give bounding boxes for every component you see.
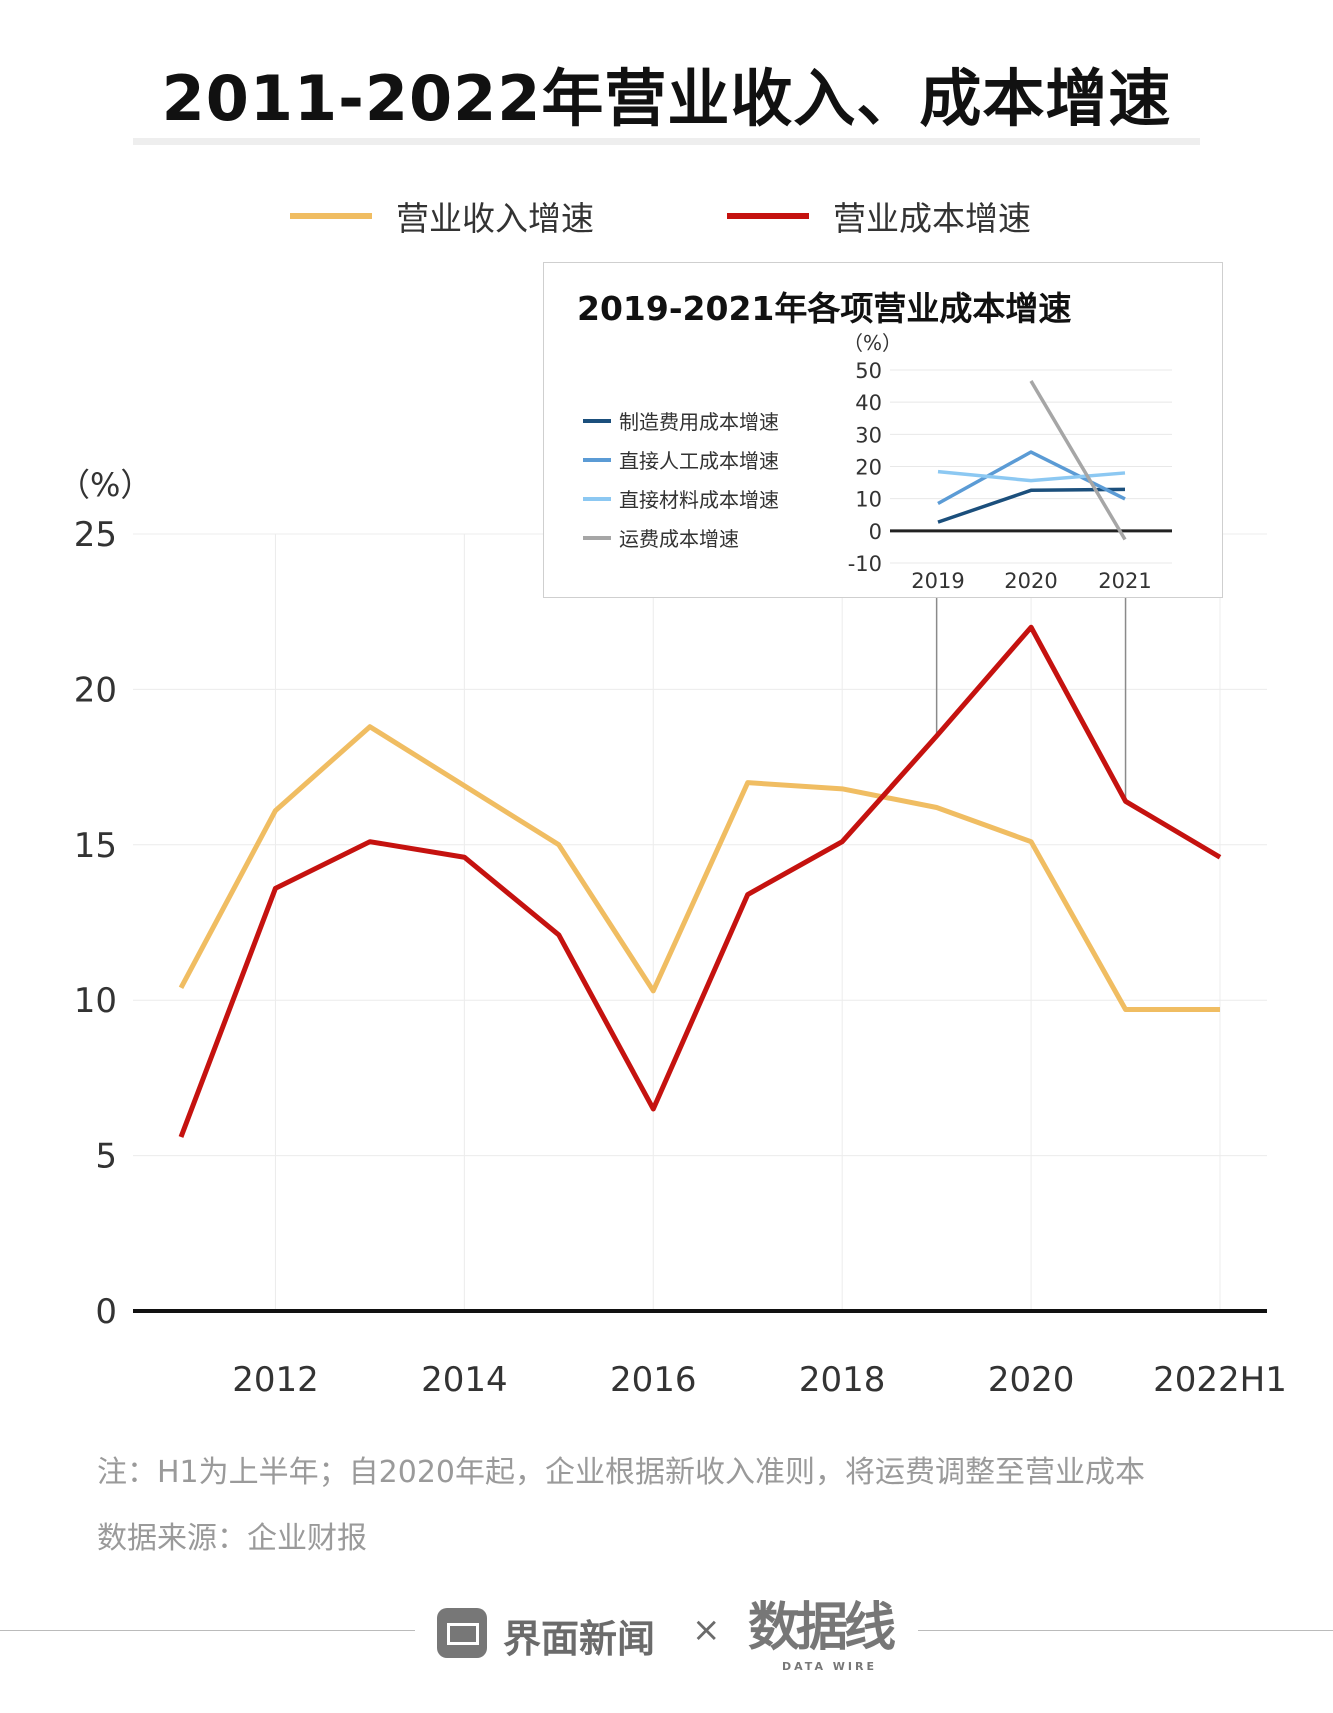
inset-chart-box (543, 262, 1223, 598)
brand-datawire-sub: DATA WIRE (782, 1660, 877, 1673)
collab-sign: × (692, 1610, 721, 1650)
inset-legend-item: 直接人工成本增速 (583, 445, 779, 474)
legend-swatch (583, 496, 611, 501)
x-tick-label: 2018 (799, 1360, 886, 1400)
legend-swatch (727, 213, 809, 219)
y-axis-unit: （%） (58, 466, 152, 504)
x-tick-label: 2020 (988, 1360, 1075, 1400)
legend-label: 运费成本增速 (619, 527, 739, 551)
inset-y-tick-label: 40 (855, 391, 882, 415)
footer-divider (918, 1630, 1333, 1631)
legend-swatch (583, 457, 611, 462)
inset-legend-item: 运费成本增速 (583, 523, 739, 552)
brand-jiemian: 界面新闻 (503, 1617, 656, 1661)
inset-y-tick-label: -10 (848, 552, 882, 576)
inset-title: 2019-2021年各项营业成本增速 (577, 289, 1072, 328)
x-tick-label: 2014 (421, 1360, 508, 1400)
legend-label: 直接材料成本增速 (619, 488, 779, 512)
legend-swatch (583, 535, 611, 540)
legend-label: 营业成本增速 (833, 199, 1031, 238)
legend-swatch (583, 418, 611, 423)
legend-item-revenue: 营业收入增速 (290, 192, 594, 240)
legend-swatch (290, 213, 372, 219)
inset-series-line (937, 469, 1126, 483)
series-line-revenue (178, 724, 1220, 1013)
brand-datawire-logo: 数据线 (748, 1598, 896, 1658)
inset-legend-item: 制造费用成本增速 (583, 406, 779, 435)
inset-series-line (937, 450, 1126, 506)
footer-divider (0, 1630, 415, 1631)
title-underline (133, 138, 1200, 145)
y-tick-label: 15 (74, 826, 117, 866)
inset-x-tick-label: 2019 (911, 569, 964, 593)
inset-chart: （%） 50 40 30 20 10 0 -10 2019 2020 2021 (843, 331, 1172, 593)
y-tick-label: 20 (74, 670, 117, 710)
inset-y-tick-label: 50 (855, 359, 882, 383)
inset-y-tick-label: 30 (855, 423, 882, 447)
data-source: 数据来源：企业财报 (97, 1521, 367, 1556)
x-tick-label: 2022H1 (1153, 1360, 1287, 1400)
x-tick-label: 2016 (610, 1360, 697, 1400)
inset-series-line (1029, 380, 1127, 541)
inset-y-tick-label: 0 (869, 520, 882, 544)
inset-y-tick-label: 20 (855, 456, 882, 480)
legend-label: 制造费用成本增速 (619, 410, 779, 434)
inset-y-tick-label: 10 (855, 488, 882, 512)
y-tick-label: 25 (74, 515, 117, 555)
inset-x-tick-label: 2020 (1004, 569, 1057, 593)
chart-title: 2011-2022年营业收入、成本增速 (161, 62, 1172, 135)
legend-label: 直接人工成本增速 (619, 449, 779, 473)
footnote: 注：H1为上半年；自2020年起，企业根据新收入准则，将运费调整至营业成本 (97, 1455, 1145, 1490)
jiemian-logo-icon (437, 1608, 487, 1658)
series-line-cost (178, 624, 1222, 1138)
legend-label: 营业收入增速 (396, 199, 594, 238)
legend-item-cost: 营业成本增速 (727, 192, 1031, 240)
y-tick-label: 5 (95, 1137, 117, 1177)
inset-x-tick-label: 2021 (1098, 569, 1151, 593)
inset-y-unit: （%） (843, 331, 902, 355)
y-tick-label: 0 (95, 1292, 117, 1332)
x-tick-label: 2012 (232, 1360, 319, 1400)
inset-legend-item: 直接材料成本增速 (583, 484, 779, 513)
y-tick-label: 10 (74, 981, 117, 1021)
